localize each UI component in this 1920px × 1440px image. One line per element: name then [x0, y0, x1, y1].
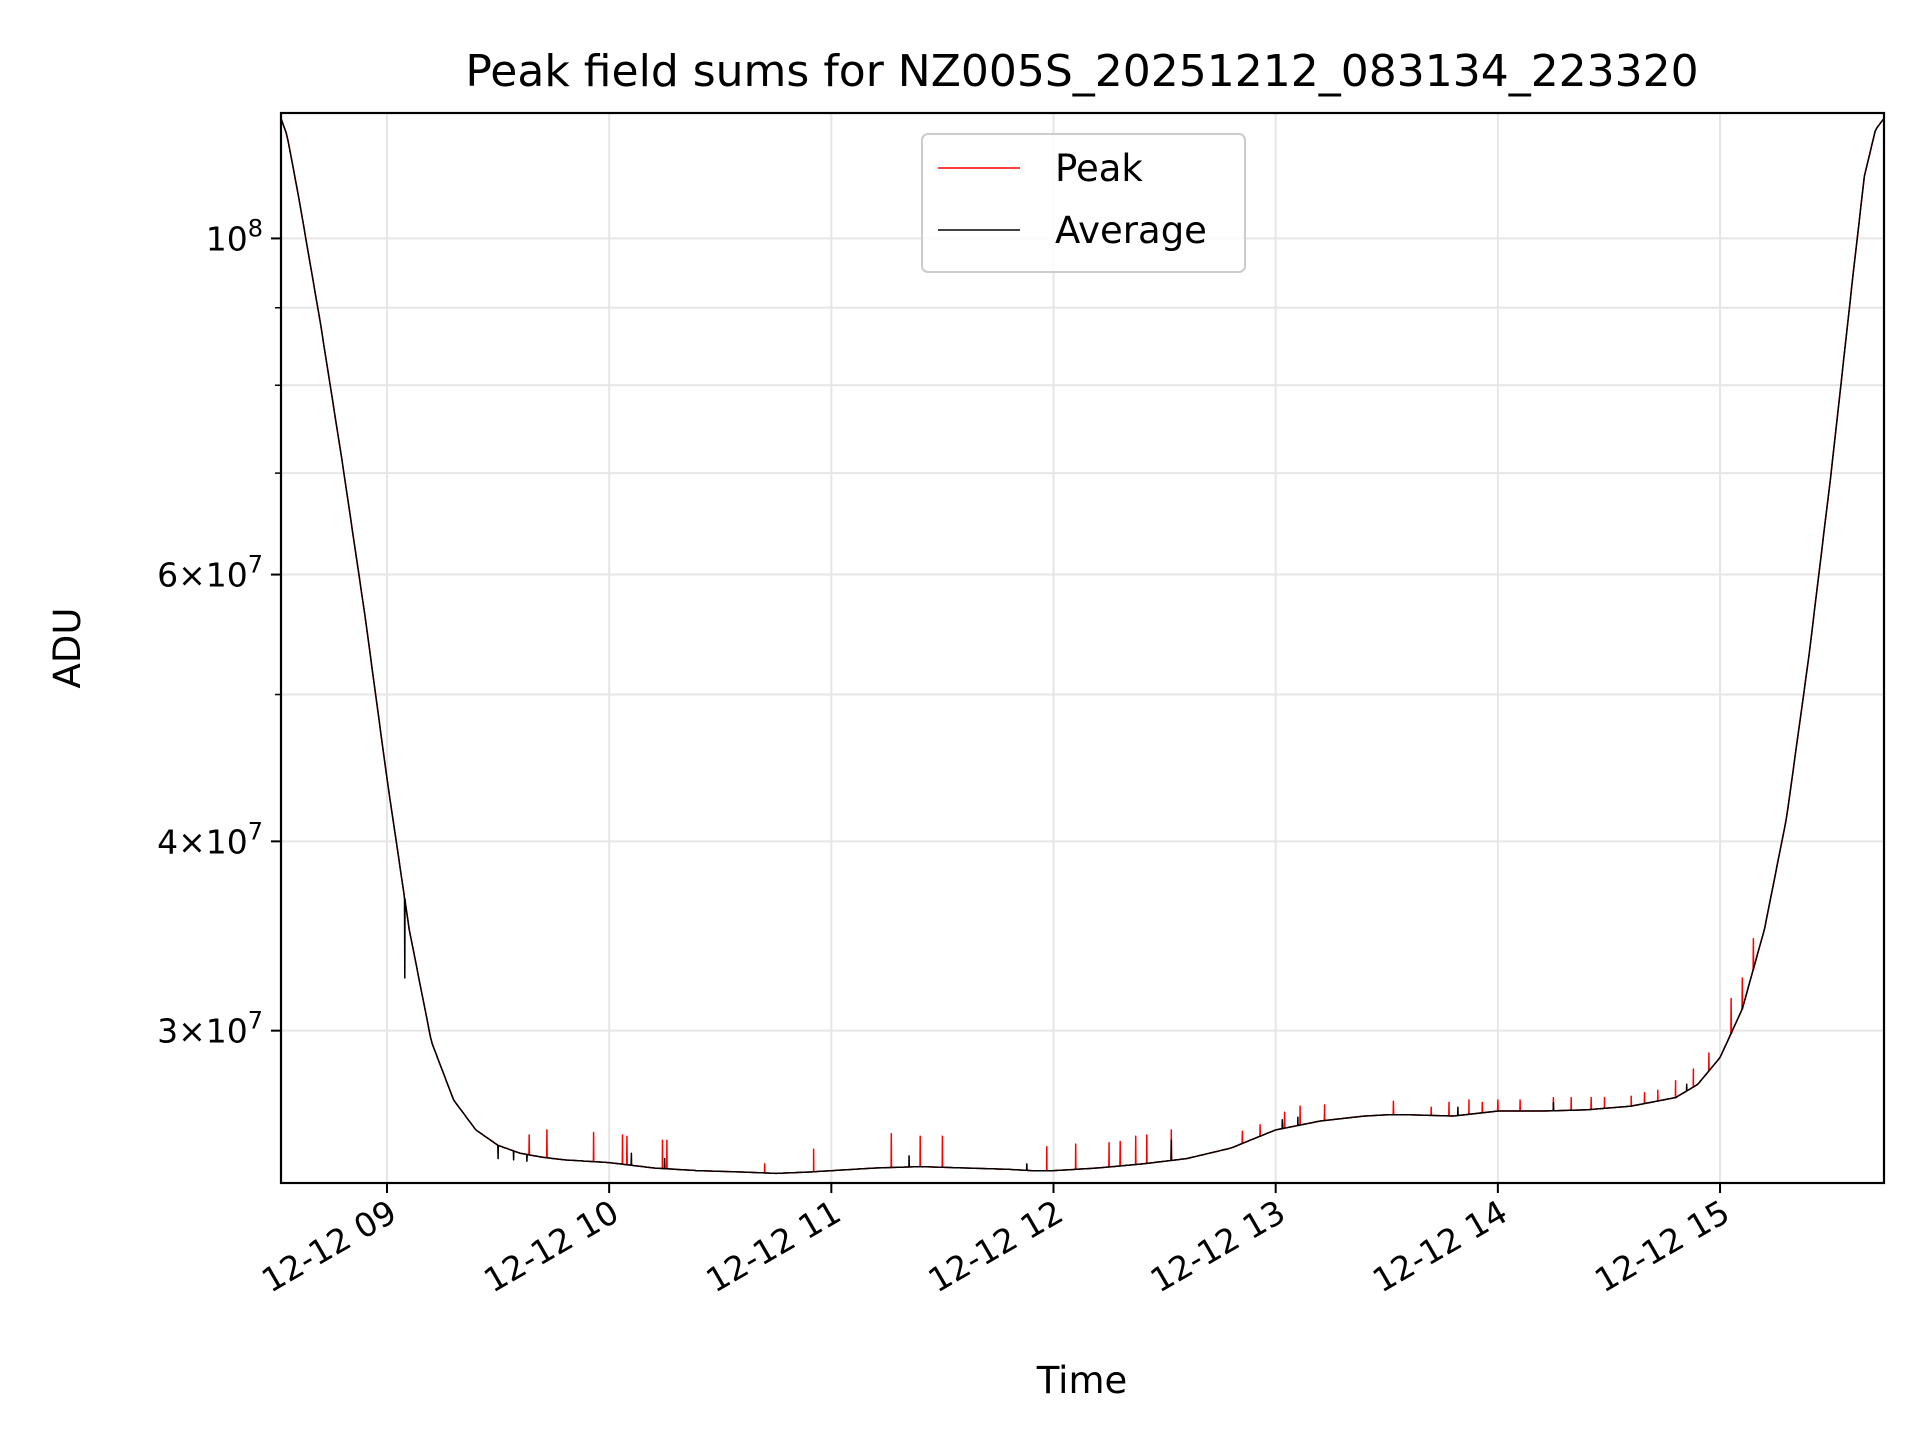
legend: Peak Average — [921, 133, 1246, 273]
y-tick-label: 6×107 — [157, 551, 263, 595]
y-tick-label: 4×107 — [157, 817, 263, 861]
legend-label-average: Average — [1055, 209, 1207, 252]
plot-series — [281, 118, 1884, 1175]
y-axis-label: ADU — [46, 608, 89, 689]
plot-frame — [279, 111, 1886, 1185]
series-line-average — [281, 118, 1884, 1175]
legend-label-peak: Peak — [1055, 147, 1143, 190]
x-axis-label: Time — [1036, 1359, 1128, 1402]
y-tick-label: 3×107 — [157, 1007, 263, 1051]
chart-title: Peak field sums for NZ005S_20251212_0831… — [465, 46, 1698, 97]
y-tick-label: 108 — [206, 214, 263, 258]
